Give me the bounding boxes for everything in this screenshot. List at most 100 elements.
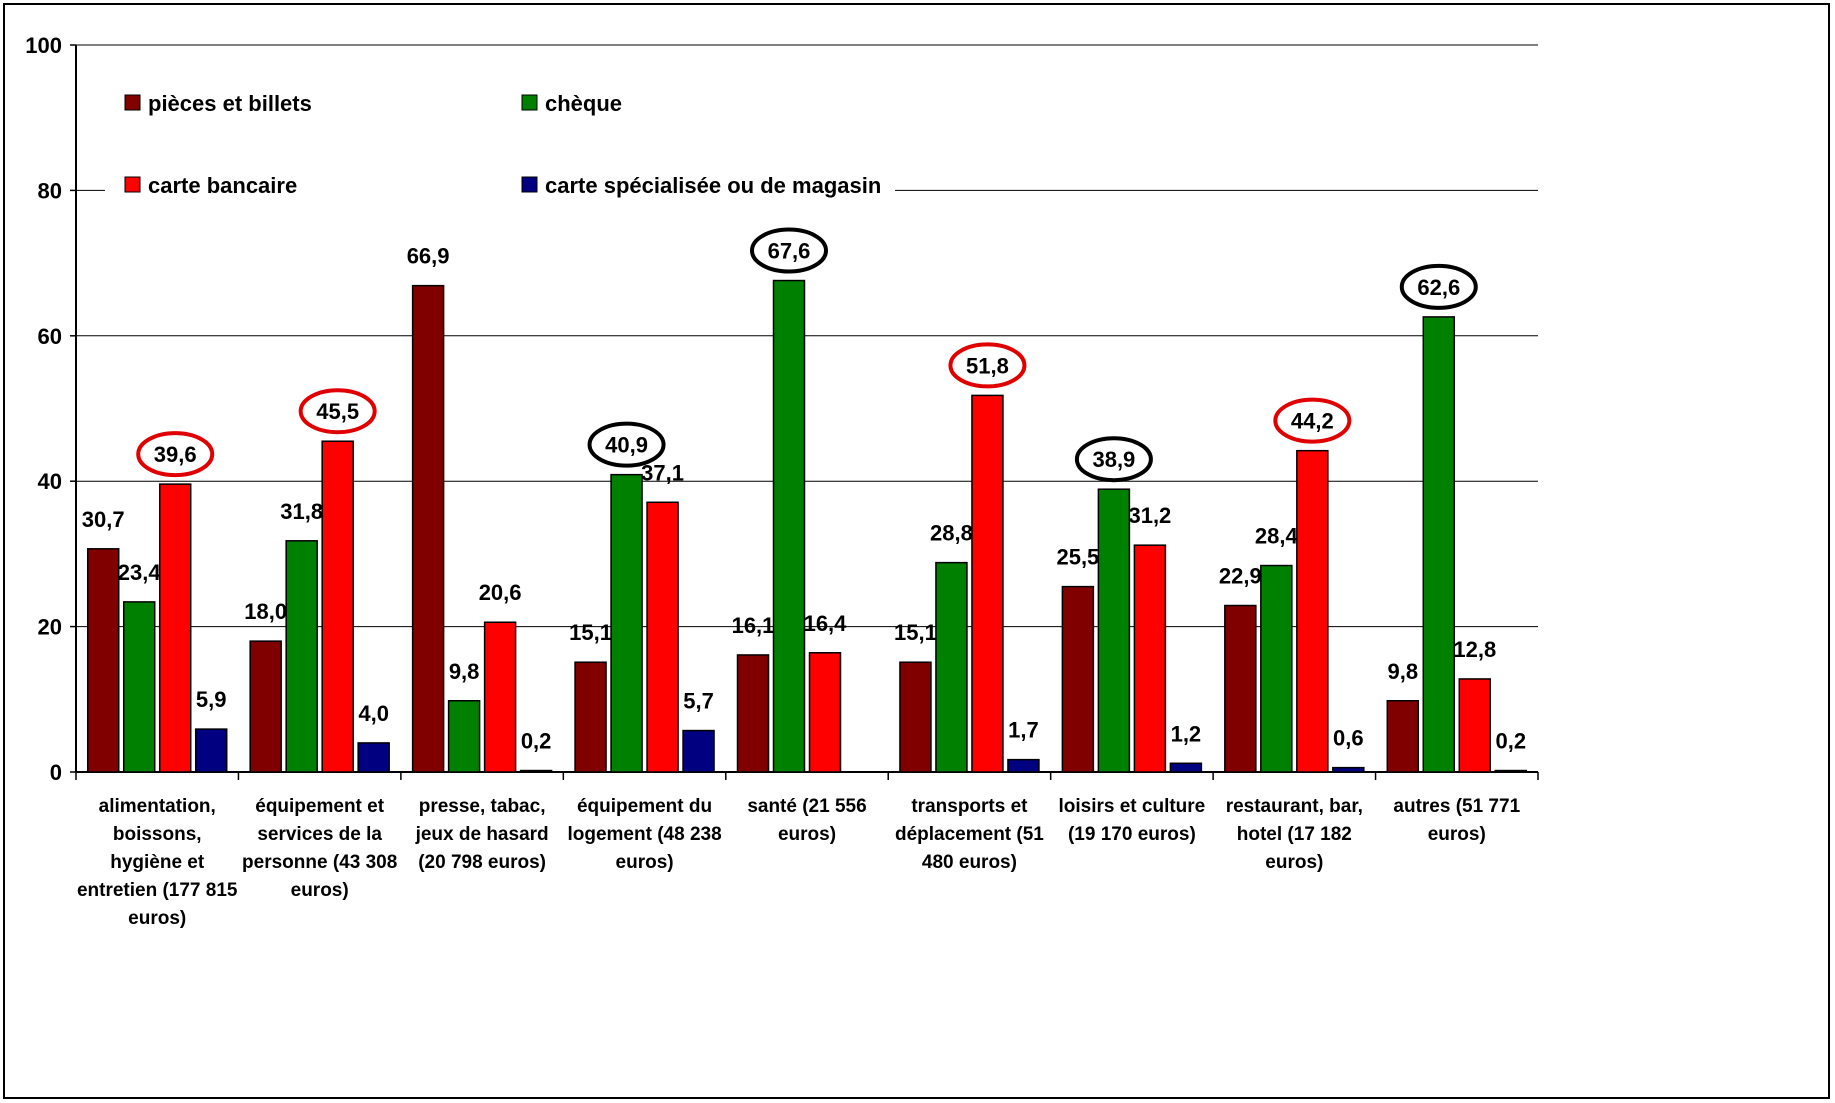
data-label: 67,6 bbox=[768, 239, 811, 264]
bar bbox=[86, 548, 120, 773]
data-label: 0,2 bbox=[1495, 729, 1526, 754]
data-label: 0,6 bbox=[1333, 726, 1364, 751]
bar bbox=[899, 661, 932, 773]
bar bbox=[935, 561, 968, 773]
data-label: 40,9 bbox=[605, 433, 648, 458]
bar bbox=[194, 728, 228, 773]
data-label: 22,9 bbox=[1219, 564, 1262, 589]
x-tick-label: autres (51 771 euros) bbox=[1393, 796, 1520, 845]
bar bbox=[1332, 766, 1365, 773]
bar bbox=[357, 742, 390, 773]
data-label: 25,5 bbox=[1056, 545, 1099, 570]
highlight-ellipse bbox=[587, 421, 666, 468]
data-label: 66,9 bbox=[407, 244, 450, 269]
x-tick-label-line: transports et bbox=[911, 796, 1028, 817]
x-tick-label: équipement du logement (48 238 euros) bbox=[567, 796, 721, 873]
legend-swatch bbox=[124, 176, 141, 193]
data-label: 51,8 bbox=[966, 353, 1009, 378]
bar bbox=[483, 621, 517, 773]
x-tick-label-line: alimentation, bbox=[99, 796, 216, 817]
bar bbox=[249, 640, 282, 773]
bar bbox=[1494, 769, 1528, 773]
bar bbox=[574, 661, 607, 773]
bar bbox=[519, 769, 553, 773]
x-tick-label-line: boissons, bbox=[113, 824, 202, 845]
x-tick-label: loisirs et culture (19 170 euros) bbox=[1058, 796, 1205, 845]
x-tick-label: transports et déplacement (51 480 euros) bbox=[895, 796, 1044, 873]
data-label: 23,4 bbox=[118, 560, 162, 585]
x-tick-label-line: autres (51 771 bbox=[1393, 796, 1520, 817]
y-tick-label: 80 bbox=[38, 178, 62, 203]
bar bbox=[158, 483, 192, 773]
data-label: 0,2 bbox=[521, 729, 552, 754]
x-tick-label-line: 480 euros) bbox=[922, 852, 1017, 873]
data-label: 15,1 bbox=[894, 620, 937, 645]
data-label: 16,4 bbox=[804, 611, 848, 636]
bar bbox=[411, 284, 445, 773]
legend-swatch bbox=[124, 94, 141, 111]
bar bbox=[808, 652, 842, 773]
y-tick-label: 40 bbox=[38, 469, 62, 494]
legend-swatch bbox=[521, 94, 538, 111]
data-label: 31,2 bbox=[1128, 503, 1171, 528]
x-tick-label: restaurant, bar, hotel (17 182 euros) bbox=[1226, 796, 1363, 873]
data-label: 12,8 bbox=[1453, 637, 1496, 662]
bar bbox=[646, 501, 679, 773]
x-tick-label: santé (21 556 euros) bbox=[747, 796, 866, 845]
legend-background bbox=[105, 75, 895, 225]
bar bbox=[971, 394, 1004, 773]
data-label: 20,6 bbox=[479, 580, 522, 605]
x-tick-label-line: restaurant, bar, bbox=[1226, 796, 1363, 817]
bar bbox=[1260, 564, 1293, 773]
x-tick-label-line: équipement et bbox=[255, 796, 384, 817]
data-label: 18,0 bbox=[244, 599, 287, 624]
bar bbox=[1458, 678, 1492, 773]
data-label: 15,1 bbox=[569, 620, 612, 645]
x-tick-label-line: presse, tabac, bbox=[419, 796, 546, 817]
x-tick-label-line: entretien (177 815 bbox=[77, 880, 238, 901]
bar bbox=[1097, 488, 1131, 773]
x-tick-label-line: jeux de hasard bbox=[415, 824, 549, 845]
data-label: 28,8 bbox=[930, 521, 973, 546]
bar bbox=[1061, 585, 1095, 773]
x-tick-label-line: euros) bbox=[291, 880, 349, 901]
legend-label: chèque bbox=[545, 91, 622, 116]
x-tick-label: presse, tabac, jeux de hasard (20 798 euro… bbox=[415, 796, 549, 873]
bar bbox=[1296, 449, 1329, 773]
bar bbox=[1224, 604, 1257, 773]
x-tick-label-line: équipement du bbox=[577, 796, 712, 817]
highlight-ellipse bbox=[298, 388, 377, 435]
highlight-ellipse bbox=[136, 431, 215, 478]
x-tick-label-line: euros) bbox=[1428, 824, 1486, 845]
y-tick-label: 0 bbox=[50, 760, 62, 785]
x-tick-label-line: personne (43 308 bbox=[242, 852, 397, 873]
bar bbox=[1007, 758, 1040, 773]
data-label: 9,8 bbox=[449, 659, 480, 684]
highlight-ellipse bbox=[1273, 397, 1352, 444]
chart-frame: 0 20 40 60 80 100 pièces et billets chèque carte… bbox=[3, 3, 1830, 1099]
data-label: 39,6 bbox=[154, 442, 197, 467]
data-label: 30,7 bbox=[82, 507, 125, 532]
x-tick-label-line: euros) bbox=[1265, 852, 1323, 873]
bar bbox=[682, 729, 715, 773]
data-label: 16,1 bbox=[732, 613, 775, 638]
legend-swatch bbox=[521, 176, 538, 193]
x-tick-label: alimentation, boissons, hygiène et entretie… bbox=[77, 796, 238, 929]
x-tick-label-line: logement (48 238 bbox=[567, 824, 721, 845]
x-tick-label-line: euros) bbox=[616, 852, 674, 873]
legend-label: pièces et billets bbox=[148, 91, 312, 116]
bar bbox=[736, 654, 770, 773]
bar bbox=[122, 601, 156, 773]
highlight-ellipse bbox=[948, 342, 1027, 389]
bar-chart: 0 20 40 60 80 100 pièces et billets chèque carte… bbox=[25, 33, 1539, 929]
legend-label: carte bancaire bbox=[148, 173, 297, 198]
x-tick-label-line: hotel (17 182 bbox=[1237, 824, 1352, 845]
data-label: 5,9 bbox=[196, 687, 227, 712]
highlight-ellipse bbox=[750, 227, 828, 274]
bar bbox=[447, 700, 481, 773]
bar bbox=[321, 440, 354, 773]
x-tick-label-line: services de la bbox=[257, 824, 382, 845]
y-tick-label: 20 bbox=[38, 615, 62, 640]
x-tick-label: équipement et services de la personne (43 … bbox=[242, 796, 397, 901]
data-label: 1,7 bbox=[1008, 718, 1039, 743]
